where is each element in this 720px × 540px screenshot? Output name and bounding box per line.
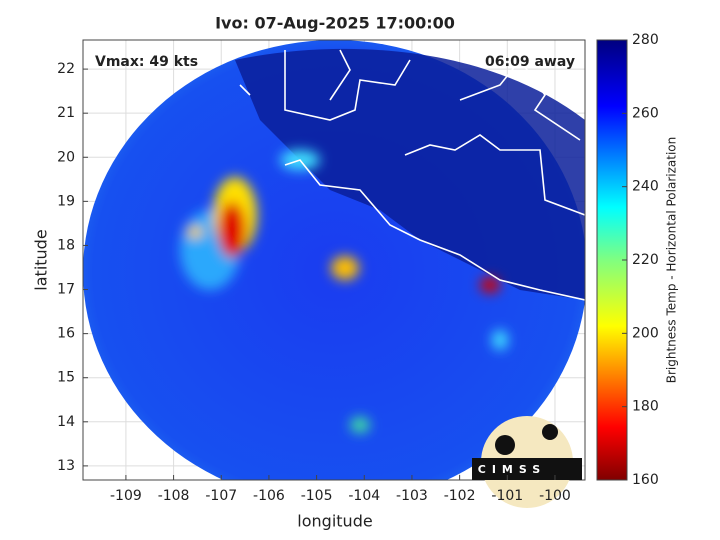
colorbar-label: Brightness Temp - Horizontal Polarizatio… [665,137,679,384]
y-tick-label: 17 [57,282,75,298]
colorbar-tick-label: 260 [632,105,659,121]
colorbar-tick-label: 160 [632,472,659,488]
y-tick-label: 14 [57,414,75,430]
x-tick-label: -106 [253,488,285,504]
annotation: Vmax: 49 kts [95,54,198,70]
annotation: 06:09 away [485,54,575,70]
colorbar-tick-label: 280 [632,32,659,48]
x-tick-label: -103 [396,488,428,504]
y-tick-label: 21 [57,105,75,121]
x-tick-label: -101 [491,488,523,504]
y-tick-label: 20 [57,149,75,165]
x-tick-label: -100 [539,488,571,504]
colorbar-tick-label: 180 [632,399,659,415]
x-axis-label: longitude [297,512,372,531]
y-tick-label: 18 [57,237,75,253]
y-axis-label: latitude [32,229,51,290]
colorbar-tick-label: 240 [632,179,659,195]
y-tick-label: 13 [57,458,75,474]
x-tick-label: -107 [205,488,237,504]
x-tick-label: -108 [158,488,190,504]
satellite-image [83,40,585,480]
colorbar-tick-label: 200 [632,325,659,341]
y-tick-label: 19 [57,193,75,209]
cimss-logo: CIMSS [472,416,582,508]
y-tick-label: 15 [57,370,75,386]
colorbar-tick-label: 220 [632,252,659,268]
x-tick-label: -104 [348,488,380,504]
plot-frame [82,39,586,481]
y-tick-label: 16 [57,326,75,342]
y-tick-label: 22 [57,61,75,77]
logo-text: CIMSS [478,463,546,476]
chart-title: Ivo: 07-Aug-2025 17:00:00 [215,14,455,33]
x-tick-label: -109 [110,488,142,504]
x-tick-label: -102 [444,488,476,504]
x-tick-label: -105 [301,488,333,504]
